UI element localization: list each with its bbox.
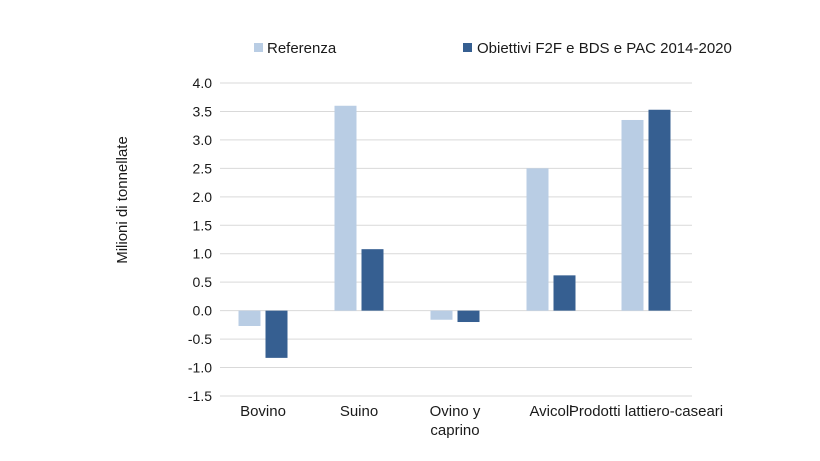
y-tick-label: 0.5 bbox=[193, 274, 213, 290]
bar-series-2 bbox=[648, 109, 671, 311]
y-tick-label: 3.5 bbox=[193, 103, 213, 119]
bar-series-2 bbox=[361, 249, 384, 311]
gridlines bbox=[220, 82, 692, 397]
x-category-label: caprino bbox=[430, 422, 479, 439]
y-tick-label: 1.0 bbox=[193, 246, 213, 262]
legend-swatch bbox=[463, 43, 472, 52]
y-axis-ticks: 4.0 3.5 3.0 2.5 2.0 1.5 1.0 0.5 0.0 -0.5 -1.0 -1.5 bbox=[188, 75, 212, 404]
bar-series-1 bbox=[526, 168, 549, 311]
bar-series-2 bbox=[553, 275, 576, 311]
bar-series-1 bbox=[430, 310, 453, 320]
x-category-label: Ovino y bbox=[430, 403, 481, 420]
y-tick-label: -1.0 bbox=[188, 360, 212, 376]
legend: Referenza Obiettivi F2F e BDS e PAC 2014-… bbox=[254, 40, 732, 57]
x-category-label: Suino bbox=[340, 403, 378, 420]
y-tick-label: 3.0 bbox=[193, 132, 213, 148]
x-axis-categories: Bovino Suino Ovino y caprino AvicoliProdotti… bbox=[240, 403, 723, 439]
legend-swatch bbox=[254, 43, 263, 52]
bar-series-2 bbox=[265, 310, 288, 358]
y-tick-label: 4.0 bbox=[193, 75, 213, 91]
bar-series-1 bbox=[334, 105, 357, 311]
y-tick-label: 2.0 bbox=[193, 189, 213, 205]
x-category-label: Bovino bbox=[240, 403, 286, 420]
bar-series-2 bbox=[457, 310, 480, 323]
y-tick-label: 2.5 bbox=[193, 160, 213, 176]
y-axis-title: Milioni di tonnellate bbox=[114, 136, 131, 264]
legend-label: Referenza bbox=[267, 40, 337, 57]
bar-series-1 bbox=[238, 310, 261, 327]
bar-series-1 bbox=[621, 119, 644, 311]
y-tick-label: -1.5 bbox=[188, 388, 212, 404]
legend-label: Obiettivi F2F e BDS e PAC 2014-2020 bbox=[477, 40, 732, 57]
y-tick-label: 1.5 bbox=[193, 217, 213, 233]
y-tick-label: -0.5 bbox=[188, 331, 212, 347]
x-category-label: Prodotti lattiero-caseari bbox=[569, 403, 723, 420]
x-category-label: Avicoli bbox=[529, 403, 572, 420]
y-tick-label: 0.0 bbox=[193, 303, 213, 319]
bars bbox=[238, 105, 671, 358]
